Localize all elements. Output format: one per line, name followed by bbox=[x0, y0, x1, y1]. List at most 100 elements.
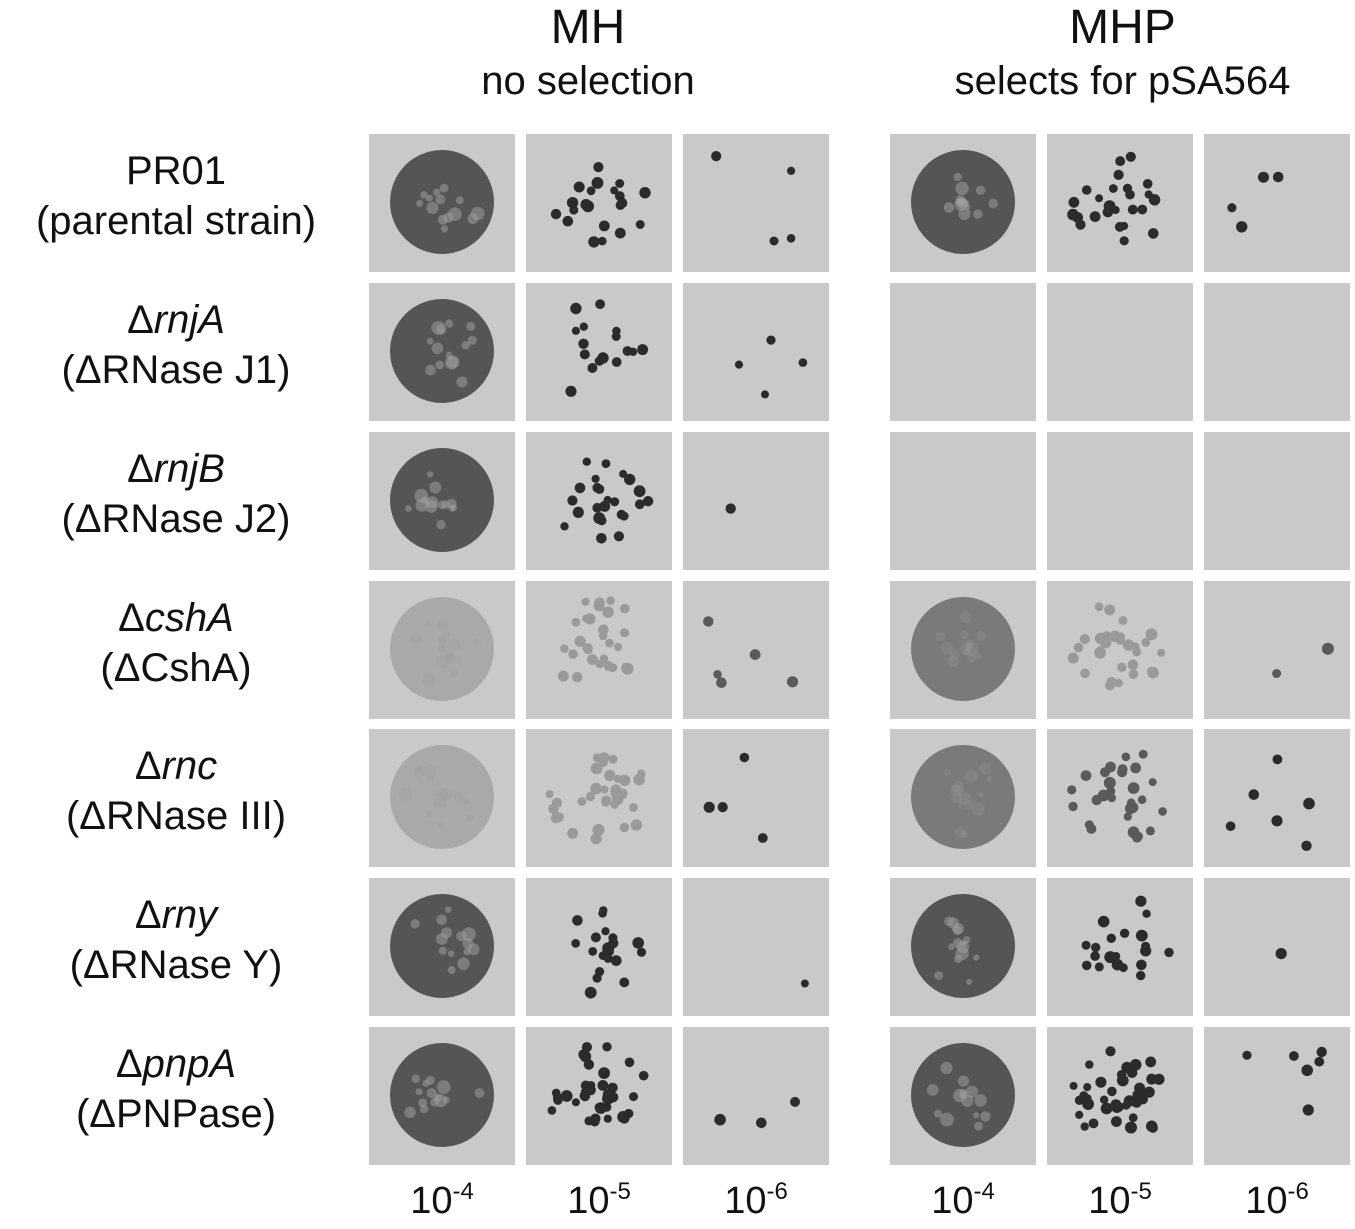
colony bbox=[734, 360, 744, 369]
plate-spot-image bbox=[1047, 283, 1193, 421]
colony bbox=[604, 769, 616, 782]
lawn-texture bbox=[418, 1098, 428, 1108]
lawn-texture bbox=[975, 185, 986, 195]
colony bbox=[1158, 807, 1167, 816]
colony bbox=[1121, 752, 1131, 762]
plate-spot bbox=[683, 581, 829, 719]
delta-symbol: Δ bbox=[127, 298, 154, 342]
lawn-texture bbox=[954, 954, 963, 964]
lawn-texture bbox=[424, 621, 431, 628]
colony bbox=[574, 635, 586, 647]
lawn-texture bbox=[947, 917, 959, 929]
colony bbox=[1075, 1110, 1084, 1119]
lawn-texture bbox=[436, 324, 447, 335]
delta-symbol: Δ bbox=[118, 596, 145, 640]
lawn-texture bbox=[944, 768, 951, 776]
lawn-texture bbox=[965, 1085, 978, 1098]
colony bbox=[588, 947, 598, 956]
lawn-texture bbox=[948, 650, 960, 661]
colony bbox=[587, 654, 598, 665]
plate-spot-image bbox=[390, 1043, 494, 1147]
colony bbox=[613, 642, 623, 652]
colony bbox=[582, 457, 591, 466]
colony bbox=[550, 813, 562, 824]
colony bbox=[620, 603, 630, 614]
lawn-texture bbox=[444, 356, 459, 370]
plate-spot-image bbox=[390, 745, 494, 849]
lawn-texture bbox=[961, 831, 969, 839]
plate-spot-image bbox=[734, 335, 808, 399]
colony bbox=[566, 197, 579, 209]
lawn-texture bbox=[404, 1106, 416, 1119]
colony bbox=[579, 1090, 591, 1102]
colony bbox=[562, 215, 574, 227]
colony bbox=[1271, 815, 1283, 827]
colony bbox=[615, 179, 625, 188]
plate-spot-image bbox=[1275, 948, 1287, 960]
colony bbox=[598, 220, 610, 232]
lawn-texture bbox=[438, 946, 447, 955]
colony bbox=[1117, 764, 1128, 775]
colony bbox=[1147, 666, 1159, 679]
lawn-texture bbox=[437, 619, 450, 632]
colony bbox=[1125, 1121, 1137, 1134]
colony bbox=[560, 1090, 573, 1102]
lawn-texture bbox=[416, 199, 424, 207]
lawn-texture bbox=[951, 792, 963, 804]
colony bbox=[597, 352, 609, 364]
plate-spot bbox=[683, 878, 829, 1016]
gene-name: rnc bbox=[161, 744, 218, 788]
dilution-label: 10-4 bbox=[890, 1178, 1036, 1223]
lawn-texture bbox=[415, 1088, 423, 1096]
colony bbox=[598, 236, 607, 246]
lawn-spot bbox=[390, 597, 494, 701]
colony bbox=[590, 932, 601, 943]
colony bbox=[592, 823, 605, 836]
colony bbox=[769, 236, 779, 246]
plate-spot-image bbox=[1227, 171, 1284, 233]
colony bbox=[1147, 1122, 1158, 1133]
plate-spot-image bbox=[911, 150, 1015, 254]
colony bbox=[583, 1059, 595, 1070]
colony bbox=[1079, 634, 1090, 645]
gene-name: rnjB bbox=[153, 447, 225, 491]
colony bbox=[593, 512, 606, 524]
colony bbox=[1068, 801, 1078, 812]
plate-spot bbox=[369, 134, 515, 272]
colony bbox=[1099, 1095, 1109, 1104]
colony bbox=[610, 186, 619, 195]
lawn-texture bbox=[971, 802, 985, 816]
colony bbox=[1137, 795, 1147, 804]
lawn-texture bbox=[959, 611, 972, 624]
colony bbox=[571, 1098, 580, 1107]
lawn-texture bbox=[440, 225, 449, 233]
colony bbox=[1125, 151, 1136, 162]
colony bbox=[603, 1092, 616, 1104]
colony bbox=[1113, 169, 1124, 180]
plate-spot-image bbox=[571, 906, 647, 999]
colony bbox=[1144, 190, 1153, 199]
colony bbox=[1117, 662, 1127, 672]
colony bbox=[585, 791, 596, 802]
lawn-texture bbox=[429, 481, 442, 494]
lawn-texture bbox=[443, 212, 454, 223]
plate-spot bbox=[369, 729, 515, 867]
lawn-texture bbox=[447, 950, 455, 957]
plate-spot-image bbox=[711, 151, 796, 246]
colony bbox=[578, 1049, 589, 1060]
colony bbox=[582, 614, 591, 623]
lawn-texture bbox=[474, 1088, 485, 1099]
colony bbox=[630, 819, 643, 831]
lawn-texture bbox=[436, 1080, 451, 1094]
colony bbox=[610, 955, 622, 966]
colony bbox=[571, 939, 581, 948]
colony bbox=[1119, 928, 1130, 938]
colony bbox=[1095, 1076, 1107, 1088]
lawn-texture bbox=[457, 957, 470, 971]
lawn-texture bbox=[433, 188, 441, 196]
lawn-texture bbox=[964, 799, 974, 810]
lawn-texture bbox=[441, 631, 451, 641]
colony bbox=[703, 616, 714, 627]
colony bbox=[597, 1080, 609, 1091]
colony bbox=[616, 197, 628, 209]
